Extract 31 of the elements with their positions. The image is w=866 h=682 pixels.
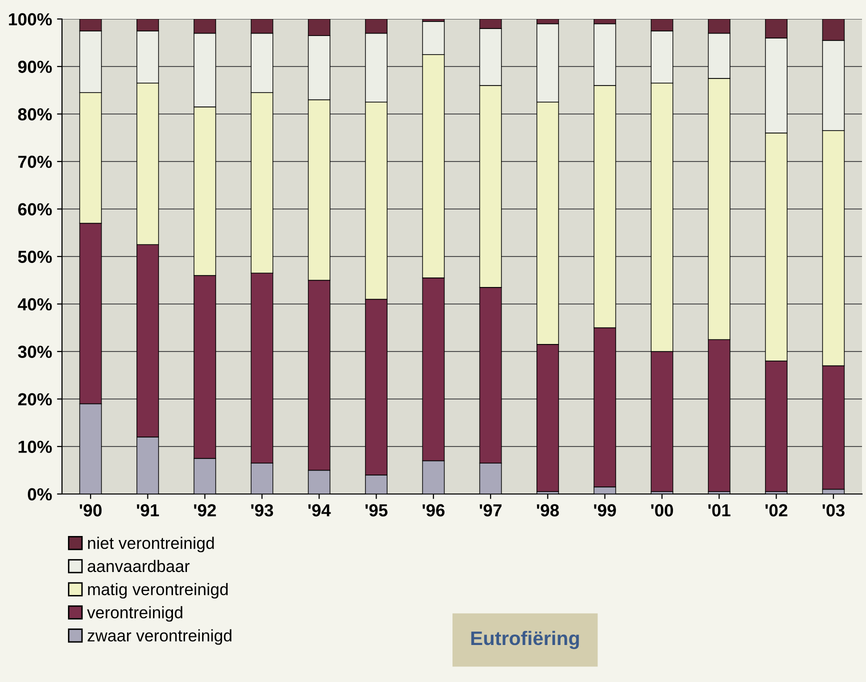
y-tick-label: 100% xyxy=(8,13,52,26)
y-tick-label: 40% xyxy=(18,298,52,310)
y-tick-label: 80% xyxy=(18,108,52,120)
y-tick-label: 10% xyxy=(18,440,52,453)
x-tick-label: '96 xyxy=(422,504,445,516)
text: Eutrofiëring xyxy=(471,630,579,650)
x-tick-label: '02 xyxy=(765,504,788,516)
x-tick-label: '97 xyxy=(480,504,502,516)
x-tick-label: '94 xyxy=(308,504,331,516)
legend-label: verontreinigd xyxy=(87,606,182,622)
x-tick-label: '03 xyxy=(822,504,845,516)
x-tick-label: '95 xyxy=(365,504,388,516)
x-tick-label: '98 xyxy=(536,504,559,516)
x-tick-label: '01 xyxy=(708,504,730,516)
x-tick-label: '99 xyxy=(594,504,616,516)
x-tick-label: '90 xyxy=(80,504,102,516)
y-tick-label: 30% xyxy=(18,346,52,358)
legend-label: matig verontreinigd xyxy=(88,583,228,599)
y-tick-label: 0% xyxy=(28,488,52,500)
x-tick-label: '93 xyxy=(251,504,274,516)
x-tick-label: '00 xyxy=(651,504,674,516)
legend-label: zwaar verontreinigd xyxy=(88,629,232,645)
y-tick-label: 60% xyxy=(18,203,52,216)
x-tick-label: '91 xyxy=(136,504,159,516)
y-tick-label: 50% xyxy=(18,250,52,263)
legend-label: niet verontreinigd xyxy=(88,536,214,552)
legend-label: aanvaardbaar xyxy=(88,560,190,572)
y-tick-label: 90% xyxy=(18,60,52,73)
y-tick-label: 20% xyxy=(18,393,52,406)
y-tick-label: 70% xyxy=(18,156,52,168)
x-tick-label: '92 xyxy=(194,504,216,516)
